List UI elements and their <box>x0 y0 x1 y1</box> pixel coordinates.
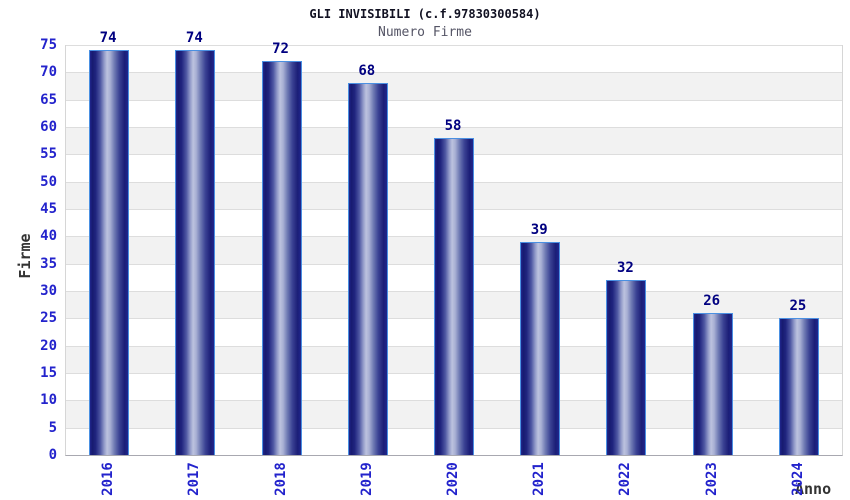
bar-value-label: 68 <box>358 63 376 80</box>
bar-value-label: 72 <box>272 41 289 58</box>
x-tick-label: 2024 <box>789 462 806 496</box>
y-tick-label: 50 <box>40 173 57 190</box>
bar-2023 <box>692 312 733 455</box>
y-tick-label: 30 <box>40 283 57 299</box>
bar-2021 <box>520 241 561 455</box>
bar-2019 <box>347 83 388 455</box>
gridline <box>66 72 842 74</box>
x-tick-label: 2020 <box>445 462 461 496</box>
bar-value-label: 26 <box>703 292 721 309</box>
y-tick-label: 45 <box>40 201 57 217</box>
bar-2022 <box>606 280 647 455</box>
x-tick-label: 2017 <box>186 462 203 496</box>
bar-value-label: 58 <box>444 117 462 134</box>
y-tick-label: 65 <box>40 91 57 108</box>
y-tick-label: 20 <box>40 337 57 354</box>
x-tick-label: 2016 <box>100 462 117 496</box>
gridline <box>66 45 842 46</box>
gridline <box>66 127 842 128</box>
plot-area <box>65 45 843 456</box>
bar-2016 <box>89 50 130 455</box>
bar-2018 <box>261 61 302 455</box>
y-tick-label: 15 <box>40 365 57 381</box>
bar-2017 <box>175 50 216 455</box>
bar-value-label: 32 <box>617 260 634 277</box>
y-tick-label: 40 <box>40 228 57 245</box>
y-tick-label: 35 <box>40 255 57 272</box>
bar-value-label: 74 <box>99 30 117 47</box>
x-tick-label: 2018 <box>272 462 289 496</box>
y-tick-label: 25 <box>40 310 57 327</box>
y-tick-label: 0 <box>48 447 57 463</box>
x-tick-label: 2023 <box>703 462 720 496</box>
y-tick-label: 5 <box>48 419 57 436</box>
x-tick-label: 2021 <box>531 462 548 496</box>
bar-2020 <box>434 137 474 455</box>
x-tick-label: 2022 <box>617 462 634 496</box>
gridline <box>66 99 842 101</box>
bar-2024 <box>778 318 819 455</box>
chart-subtitle: Numero Firme <box>378 25 472 40</box>
y-tick-label: 55 <box>40 146 57 163</box>
y-tick-label: 10 <box>40 392 57 409</box>
y-tick-label: 60 <box>40 119 57 135</box>
chart-title: GLI INVISIBILI (c.f.97830300584) <box>309 7 541 21</box>
x-axis-title: Anno <box>795 480 832 498</box>
bar-value-label: 39 <box>530 221 548 238</box>
x-tick-label: 2019 <box>358 462 375 496</box>
y-tick-label: 75 <box>40 37 57 53</box>
bar-value-label: 74 <box>185 30 203 47</box>
y-tick-label: 70 <box>40 64 57 81</box>
bar-value-label: 25 <box>789 298 807 315</box>
